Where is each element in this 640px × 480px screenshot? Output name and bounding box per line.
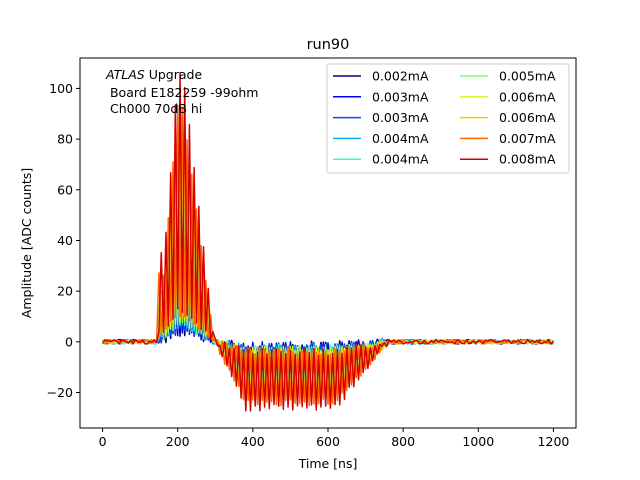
y-tick-label: 60: [57, 182, 73, 197]
legend-label-9: 0.008mA: [499, 152, 556, 167]
y-axis-label: Amplitude [ADC counts]: [19, 168, 34, 318]
annotation-line-3: Ch000 70dB hi: [106, 101, 202, 116]
y-tick-label: 100: [49, 81, 73, 96]
y-tick-label: 40: [57, 233, 73, 248]
x-tick-label: 200: [166, 434, 190, 449]
annotation: ATLAS Upgrade Board E182259 -99ohm Ch000…: [105, 67, 258, 116]
annotation-atlas: ATLAS: [105, 67, 145, 82]
series-line-9: [102, 72, 555, 412]
x-tick-label: 0: [99, 434, 107, 449]
legend-label-0: 0.002mA: [372, 69, 429, 84]
legend-label-3: 0.004mA: [372, 131, 429, 146]
series-line-8: [102, 104, 554, 407]
legend-label-2: 0.003mA: [372, 110, 429, 125]
x-tick-label: 800: [391, 434, 415, 449]
legend-label-8: 0.007mA: [499, 131, 556, 146]
legend-frame: [326, 63, 570, 174]
legend: 0.002mA 0.003mA 0.003mA 0.004mA 0.004mA 0.005…: [326, 63, 570, 174]
annotation-upgrade: Upgrade: [145, 67, 203, 82]
chart-title: run90: [307, 37, 350, 53]
x-axis-label: Time [ns]: [298, 456, 358, 471]
legend-label-7: 0.006mA: [499, 110, 556, 125]
series-layer: [101, 72, 555, 412]
x-axis: 0 200 400 600 800 1000 1200: [99, 428, 570, 449]
x-tick-label: 1000: [462, 434, 494, 449]
y-tick-label: −20: [47, 385, 73, 400]
annotation-line-2: Board E182259 -99ohm: [106, 85, 258, 100]
legend-label-6: 0.006mA: [499, 89, 556, 104]
legend-label-5: 0.005mA: [499, 69, 556, 84]
x-tick-label: 400: [241, 434, 265, 449]
legend-label-1: 0.003mA: [372, 89, 429, 104]
annotation-line-1: ATLAS Upgrade: [105, 67, 202, 82]
y-tick-label: 20: [57, 284, 73, 299]
legend-label-4: 0.004mA: [372, 152, 429, 167]
x-tick-label: 1200: [538, 434, 570, 449]
y-tick-label: 80: [57, 132, 73, 147]
y-tick-label: 0: [65, 334, 73, 349]
x-tick-label: 600: [316, 434, 340, 449]
y-axis: −20 0 20 40 60 80 100: [47, 81, 80, 400]
